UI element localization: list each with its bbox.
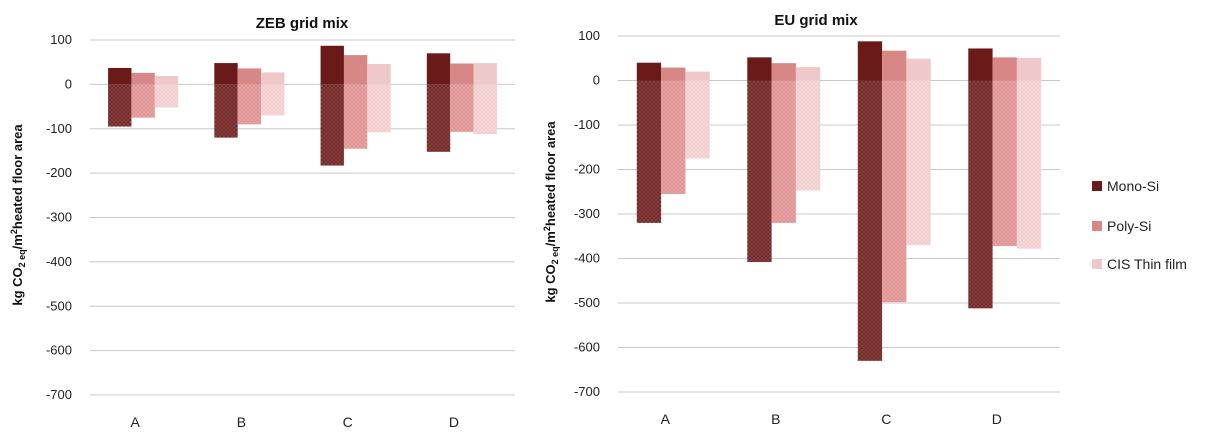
y-tick-label: 0 xyxy=(593,73,600,88)
legend-label-poly-si: Poly-Si xyxy=(1107,218,1151,234)
bar-cis-B-negative xyxy=(261,84,285,116)
y-tick-label: -200 xyxy=(46,165,72,180)
bar-poly-si-C-negative xyxy=(343,84,368,149)
bar-mono-si-A-positive xyxy=(108,67,132,85)
bar-mono-si-D-positive xyxy=(426,53,451,85)
x-category-label: C xyxy=(881,411,891,427)
bar-mono-si-D-negative xyxy=(968,80,993,309)
bar-cis-D-positive xyxy=(473,63,497,85)
bar-mono-si-A-negative xyxy=(108,84,132,127)
bar-cis-C-negative xyxy=(906,80,931,246)
x-category-label: A xyxy=(661,411,671,427)
legend: Mono-Si Poly-Si CIS Thin film xyxy=(1092,178,1187,272)
bar-cis-A-positive xyxy=(685,71,710,81)
bar-mono-si-B-negative xyxy=(747,80,772,263)
x-category-label: C xyxy=(343,414,353,430)
bar-cis-C-positive xyxy=(906,58,931,81)
bar-poly-si-D-positive xyxy=(450,63,474,85)
bar-cis-B-positive xyxy=(795,67,821,81)
bar-mono-si-C-positive xyxy=(857,41,883,81)
bar-cis-B-negative xyxy=(795,80,821,191)
bar-cis-A-negative xyxy=(685,80,710,159)
bar-poly-si-A-negative xyxy=(661,80,686,194)
bar-poly-si-C-negative xyxy=(882,80,907,303)
bar-cis-B-positive xyxy=(261,72,285,85)
legend-swatch-mono-si xyxy=(1092,181,1102,191)
y-tick-label: -600 xyxy=(574,340,600,355)
x-category-label: B xyxy=(771,411,780,427)
bar-poly-si-C-positive xyxy=(343,55,368,85)
y-tick-label: -500 xyxy=(46,298,72,313)
legend-label-cis: CIS Thin film xyxy=(1107,256,1187,272)
legend-label-mono-si: Mono-Si xyxy=(1107,178,1159,194)
bar-poly-si-A-negative xyxy=(131,84,155,118)
y-tick-label: -200 xyxy=(574,162,600,177)
bar-mono-si-B-positive xyxy=(214,63,238,85)
y-tick-label: -500 xyxy=(574,295,600,310)
bar-poly-si-B-negative xyxy=(237,84,262,125)
y-tick-label: 100 xyxy=(50,32,72,47)
y-tick-label: -100 xyxy=(574,117,600,132)
bar-cis-C-negative xyxy=(367,84,391,133)
y-tick-label: -300 xyxy=(574,206,600,221)
chart-title-left: ZEB grid mix xyxy=(256,15,349,32)
bar-cis-D-negative xyxy=(473,84,497,135)
y-tick-label: -700 xyxy=(46,387,72,402)
bar-poly-si-A-positive xyxy=(661,67,686,81)
bar-mono-si-C-positive xyxy=(320,45,344,85)
bar-mono-si-A-positive xyxy=(636,62,662,81)
bar-cis-D-negative xyxy=(1016,80,1042,249)
x-category-label: A xyxy=(130,414,140,430)
y-tick-label: -700 xyxy=(574,384,600,399)
bar-cis-C-positive xyxy=(367,63,391,85)
bar-poly-si-D-positive xyxy=(992,57,1017,81)
bar-cis-D-positive xyxy=(1016,57,1042,81)
y-tick-label: 100 xyxy=(578,28,600,43)
bar-poly-si-B-positive xyxy=(237,68,262,85)
bar-cis-A-positive xyxy=(154,75,179,85)
x-category-label: B xyxy=(237,414,246,430)
bar-cis-A-negative xyxy=(154,84,179,108)
plot-right: 100 0 -100 -200 -300 -400 -500 -600 -700 A B C D xyxy=(574,28,1060,427)
bar-poly-si-B-negative xyxy=(771,80,796,223)
bar-mono-si-C-negative xyxy=(320,84,344,166)
bar-poly-si-D-negative xyxy=(992,80,1017,247)
y-axis-label-right: kg CO2 eq/m2heated floor area xyxy=(542,121,560,303)
plot-left: 100 0 -100 -200 -300 -400 -500 -600 -700 A B C D xyxy=(46,32,515,430)
bar-mono-si-D-positive xyxy=(968,48,993,81)
legend-swatch-cis xyxy=(1092,259,1102,269)
x-category-label: D xyxy=(449,414,459,430)
bar-mono-si-D-negative xyxy=(426,84,451,152)
y-tick-label: -400 xyxy=(46,254,72,269)
y-axis-label-left: kg CO2 eq/m2heated floor area xyxy=(9,124,27,306)
bar-mono-si-A-negative xyxy=(636,80,662,223)
y-tick-label: -300 xyxy=(46,210,72,225)
y-tick-label: -400 xyxy=(574,251,600,266)
y-tick-label: -600 xyxy=(46,343,72,358)
y-tick-label: 0 xyxy=(65,76,72,91)
bar-mono-si-C-negative xyxy=(857,80,883,361)
bar-poly-si-C-positive xyxy=(882,50,907,81)
x-category-label: D xyxy=(992,411,1002,427)
bar-mono-si-B-negative xyxy=(214,84,238,138)
bar-poly-si-B-positive xyxy=(771,63,796,81)
bar-poly-si-D-negative xyxy=(450,84,474,132)
legend-swatch-poly-si xyxy=(1092,221,1102,231)
bar-poly-si-A-positive xyxy=(131,72,155,85)
bar-mono-si-B-positive xyxy=(747,57,772,81)
chart-title-right: EU grid mix xyxy=(774,12,858,29)
y-tick-label: -100 xyxy=(46,121,72,136)
